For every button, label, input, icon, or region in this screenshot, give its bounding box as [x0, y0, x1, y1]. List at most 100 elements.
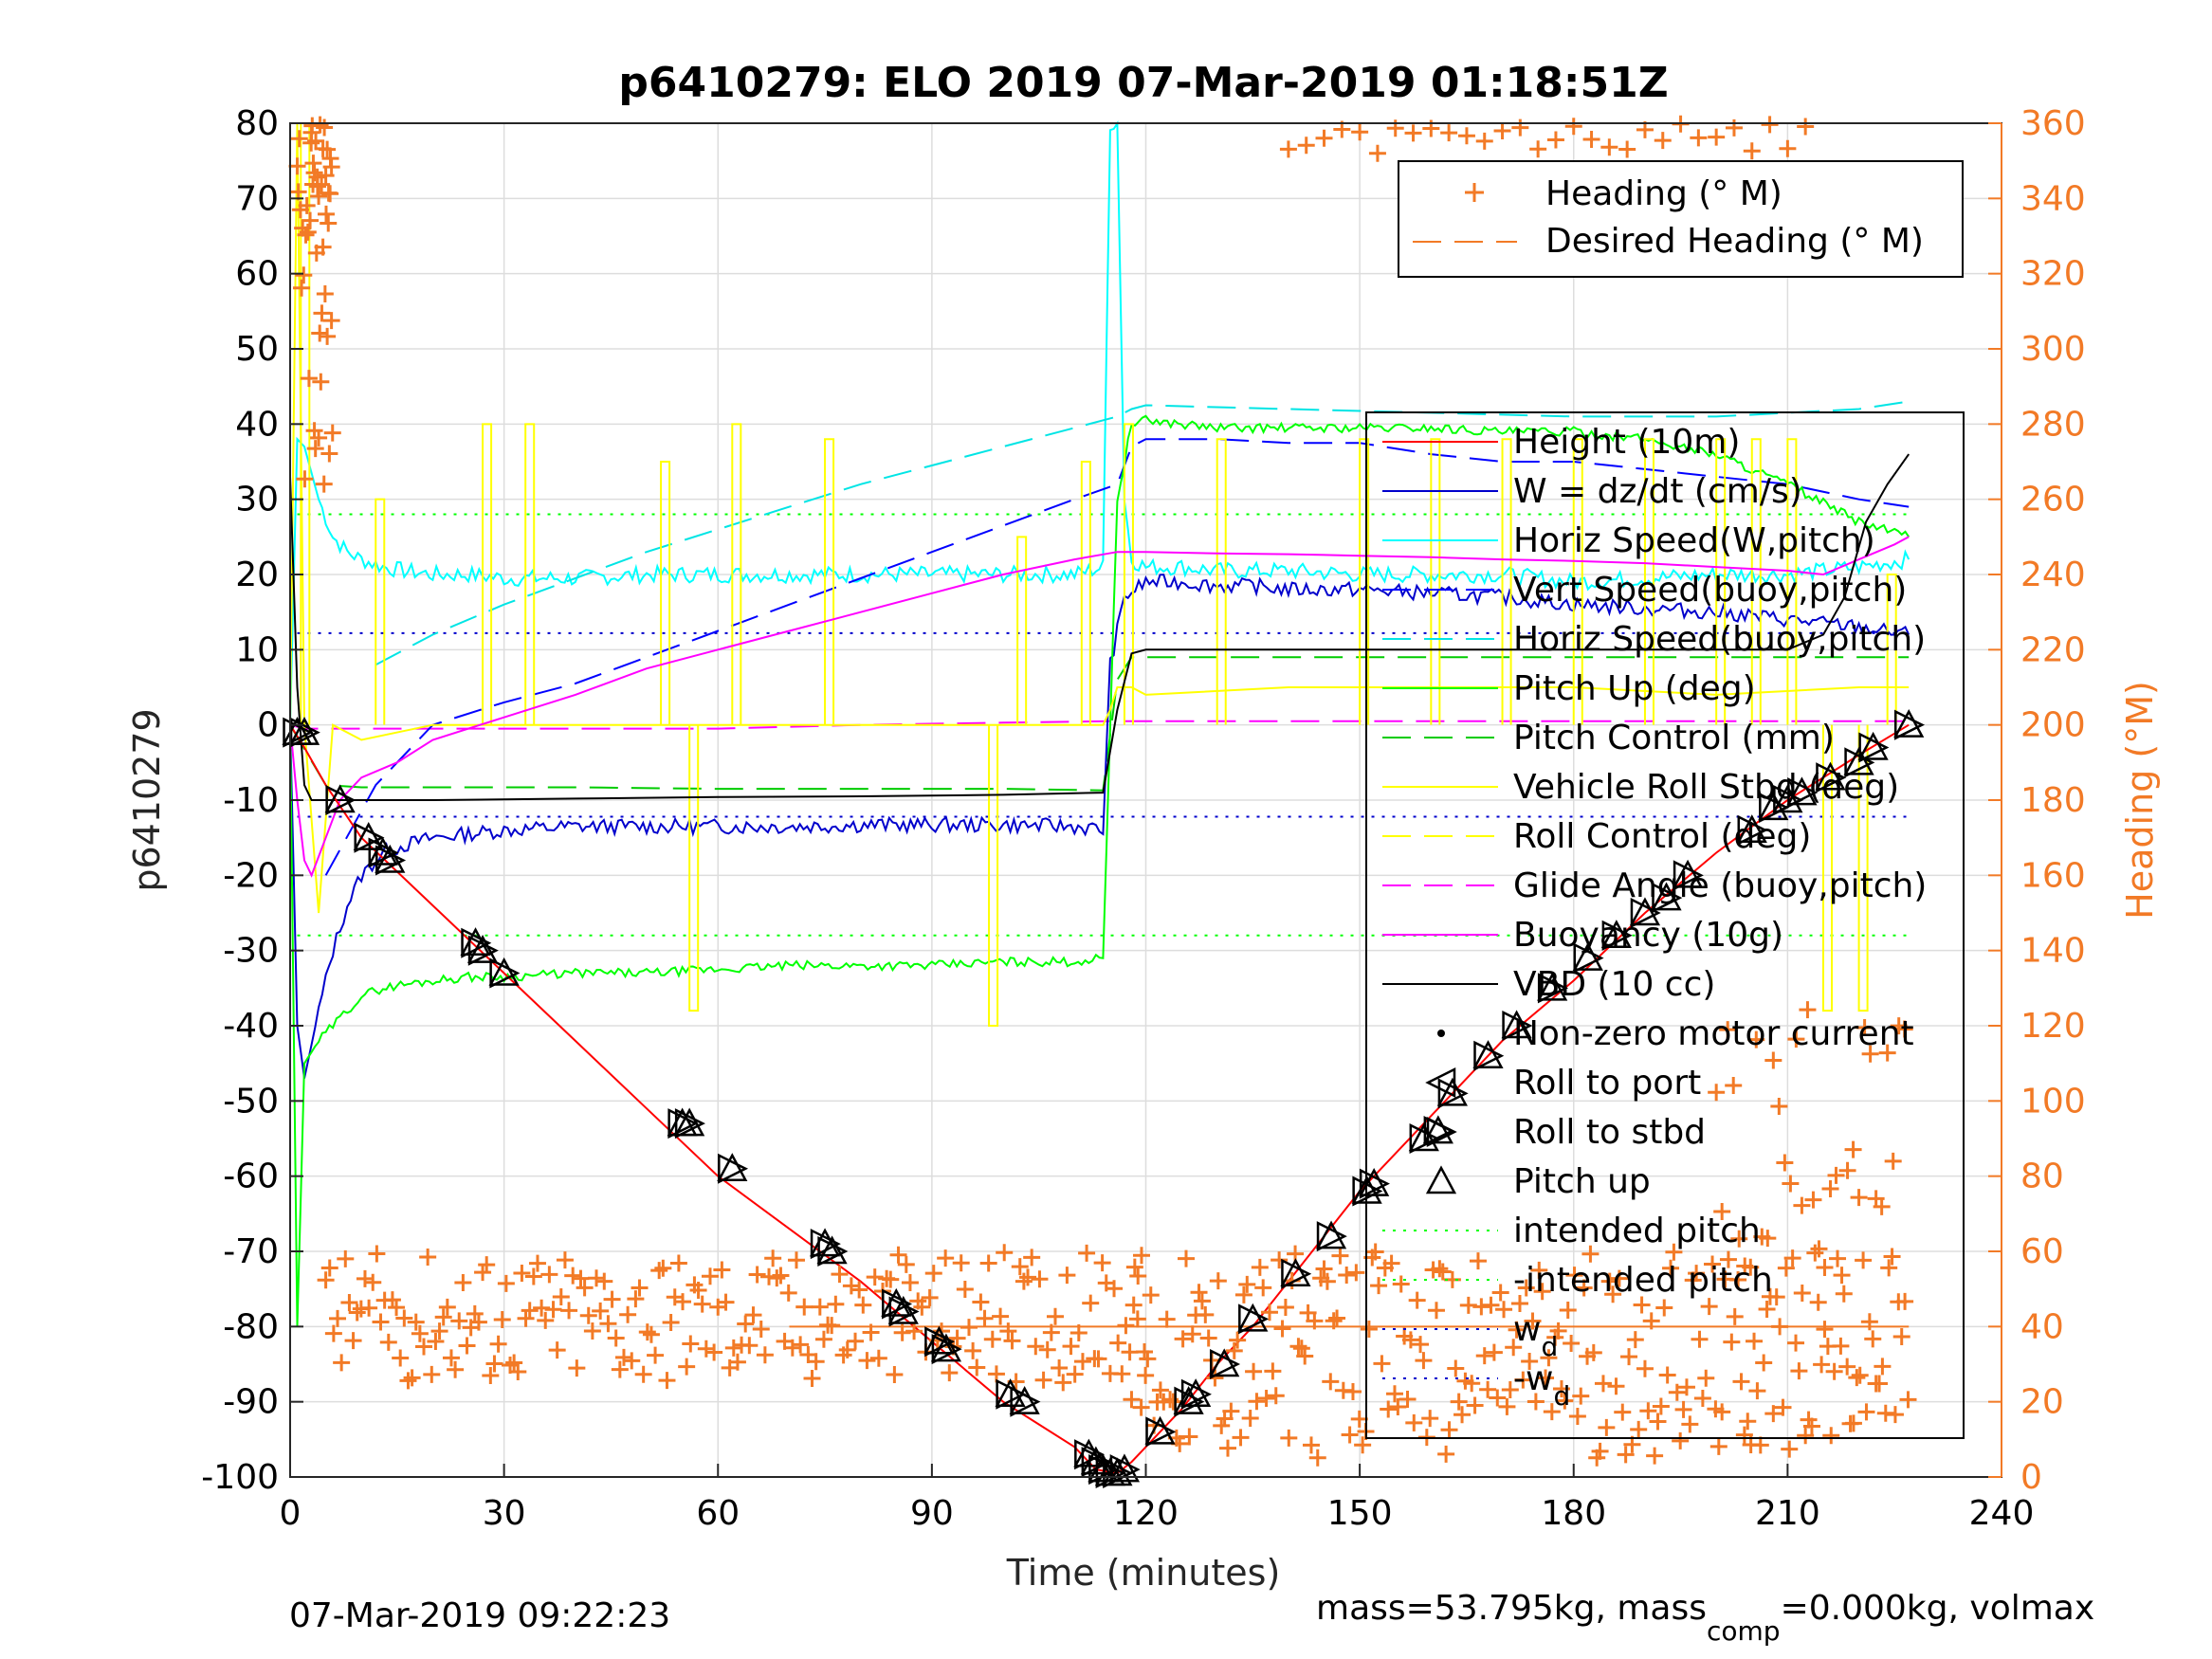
heading-point [1370, 1277, 1388, 1295]
heading-point [1838, 1161, 1856, 1179]
heading-point [1093, 1254, 1111, 1272]
heading-point [1234, 1285, 1252, 1304]
y-tick-label: -10 [223, 781, 279, 820]
pitch-up-marker [488, 957, 520, 986]
roll-spike [375, 498, 386, 725]
heading-point [1642, 1312, 1660, 1330]
heading-point [1254, 1279, 1272, 1297]
roll-marker [1537, 973, 1568, 1004]
roll-marker [1473, 1040, 1505, 1071]
heading-point [1267, 1387, 1285, 1405]
heading-point [1758, 1301, 1776, 1319]
heading-point [783, 1339, 801, 1357]
heading-point [1691, 1330, 1709, 1348]
y-tick-label: -60 [223, 1158, 279, 1196]
roll-marker [1858, 732, 1890, 763]
heading-point [1405, 1413, 1423, 1431]
heading-point [693, 1295, 711, 1313]
heading-point [427, 1332, 445, 1350]
heading-point [524, 1267, 542, 1285]
heading-point [1209, 1272, 1227, 1290]
heading-point [1549, 1322, 1567, 1340]
heading-point [1844, 1414, 1862, 1432]
heading-point [489, 1335, 507, 1353]
heading-point [1777, 1259, 1795, 1277]
legend-main: Height (10m) W = dz/dt (cm/s) Horiz Speed(… [1365, 411, 1965, 1439]
heading-point [1850, 1189, 1868, 1207]
buoyancy-line [289, 536, 1910, 878]
legend-main-entry-label: -w [1513, 1359, 1553, 1398]
heading-point [379, 1333, 397, 1351]
x-tick-label: 180 [1541, 1494, 1606, 1533]
heading-point [1633, 1296, 1651, 1314]
heading-point [1510, 1294, 1528, 1312]
heading-point [533, 1299, 551, 1317]
heading-point [1058, 1267, 1076, 1285]
legend-top-box [1398, 160, 1964, 278]
heading-point [434, 1308, 452, 1326]
heading-point [1782, 1175, 1800, 1193]
heading-point [344, 1332, 362, 1350]
heading-point [968, 1358, 986, 1376]
pitch-up-marker [887, 1295, 919, 1324]
x-tick-label: 120 [1113, 1494, 1179, 1533]
heading-point [298, 196, 316, 214]
heading-point [1132, 1398, 1150, 1416]
heading-point [576, 1279, 594, 1297]
heading-point [1564, 118, 1582, 136]
heading-point [1051, 1358, 1069, 1376]
heading-point [296, 470, 314, 488]
heading-point [850, 1281, 868, 1299]
heading-point [1618, 140, 1636, 158]
heading-point [1421, 1410, 1439, 1428]
roll-marker [1145, 1416, 1177, 1448]
heading-point [1810, 1240, 1828, 1258]
heading-point [1743, 142, 1761, 160]
heading-point [1779, 139, 1797, 157]
heading-point [1046, 1307, 1064, 1325]
heading-point [299, 223, 317, 241]
heading-point [1404, 124, 1422, 142]
heading-point [1325, 1312, 1343, 1330]
legend-top: Heading (° M) Desired Heading (° M) [1398, 160, 1964, 278]
heading-point [1151, 1381, 1169, 1399]
pitch-up-marker [1280, 1258, 1311, 1287]
heading-point [552, 1288, 570, 1306]
legend-main-entry: Non-zero motor current [1513, 1014, 1914, 1053]
heading-point [1289, 1338, 1307, 1356]
heading-point [976, 1309, 994, 1327]
heading-point [1832, 1337, 1850, 1355]
heading-point [1038, 1340, 1056, 1358]
heading-point [474, 1264, 492, 1282]
roll-marker [1209, 1348, 1241, 1380]
heading-point [897, 1255, 915, 1273]
heading-point [1672, 1431, 1690, 1449]
heading-point [1822, 1427, 1840, 1445]
heading-point [1164, 1393, 1182, 1411]
heading-point [1813, 1356, 1831, 1374]
legend-main-entry-label: Pitch Control (mm) [1513, 719, 1835, 757]
heading-point [1719, 1250, 1737, 1268]
roll-marker [1437, 1078, 1469, 1109]
roll-spike [1821, 724, 1833, 1012]
heading-point [979, 1254, 997, 1272]
heading-point [493, 1311, 511, 1329]
heading-point [623, 1352, 641, 1370]
heading-point [772, 1267, 790, 1285]
heading-point [1125, 1258, 1143, 1276]
pitch-up-marker [1144, 1415, 1176, 1445]
heading-point [1747, 1030, 1765, 1048]
heading-point [307, 132, 325, 150]
heading-point [364, 1273, 382, 1291]
heading-point [544, 1301, 562, 1319]
pitch-up-line [289, 414, 1910, 1327]
heading-point [1742, 1258, 1760, 1276]
pitch-control-line [289, 656, 1910, 792]
heading-point [1582, 131, 1600, 149]
roll-marker [1180, 1378, 1212, 1410]
heading-point [1674, 1400, 1692, 1418]
heading-point [756, 1346, 774, 1364]
heading-point [952, 1254, 970, 1272]
heading-point [1617, 1446, 1635, 1464]
legend-main-entry: Pitch Up (deg) [1513, 669, 1756, 708]
